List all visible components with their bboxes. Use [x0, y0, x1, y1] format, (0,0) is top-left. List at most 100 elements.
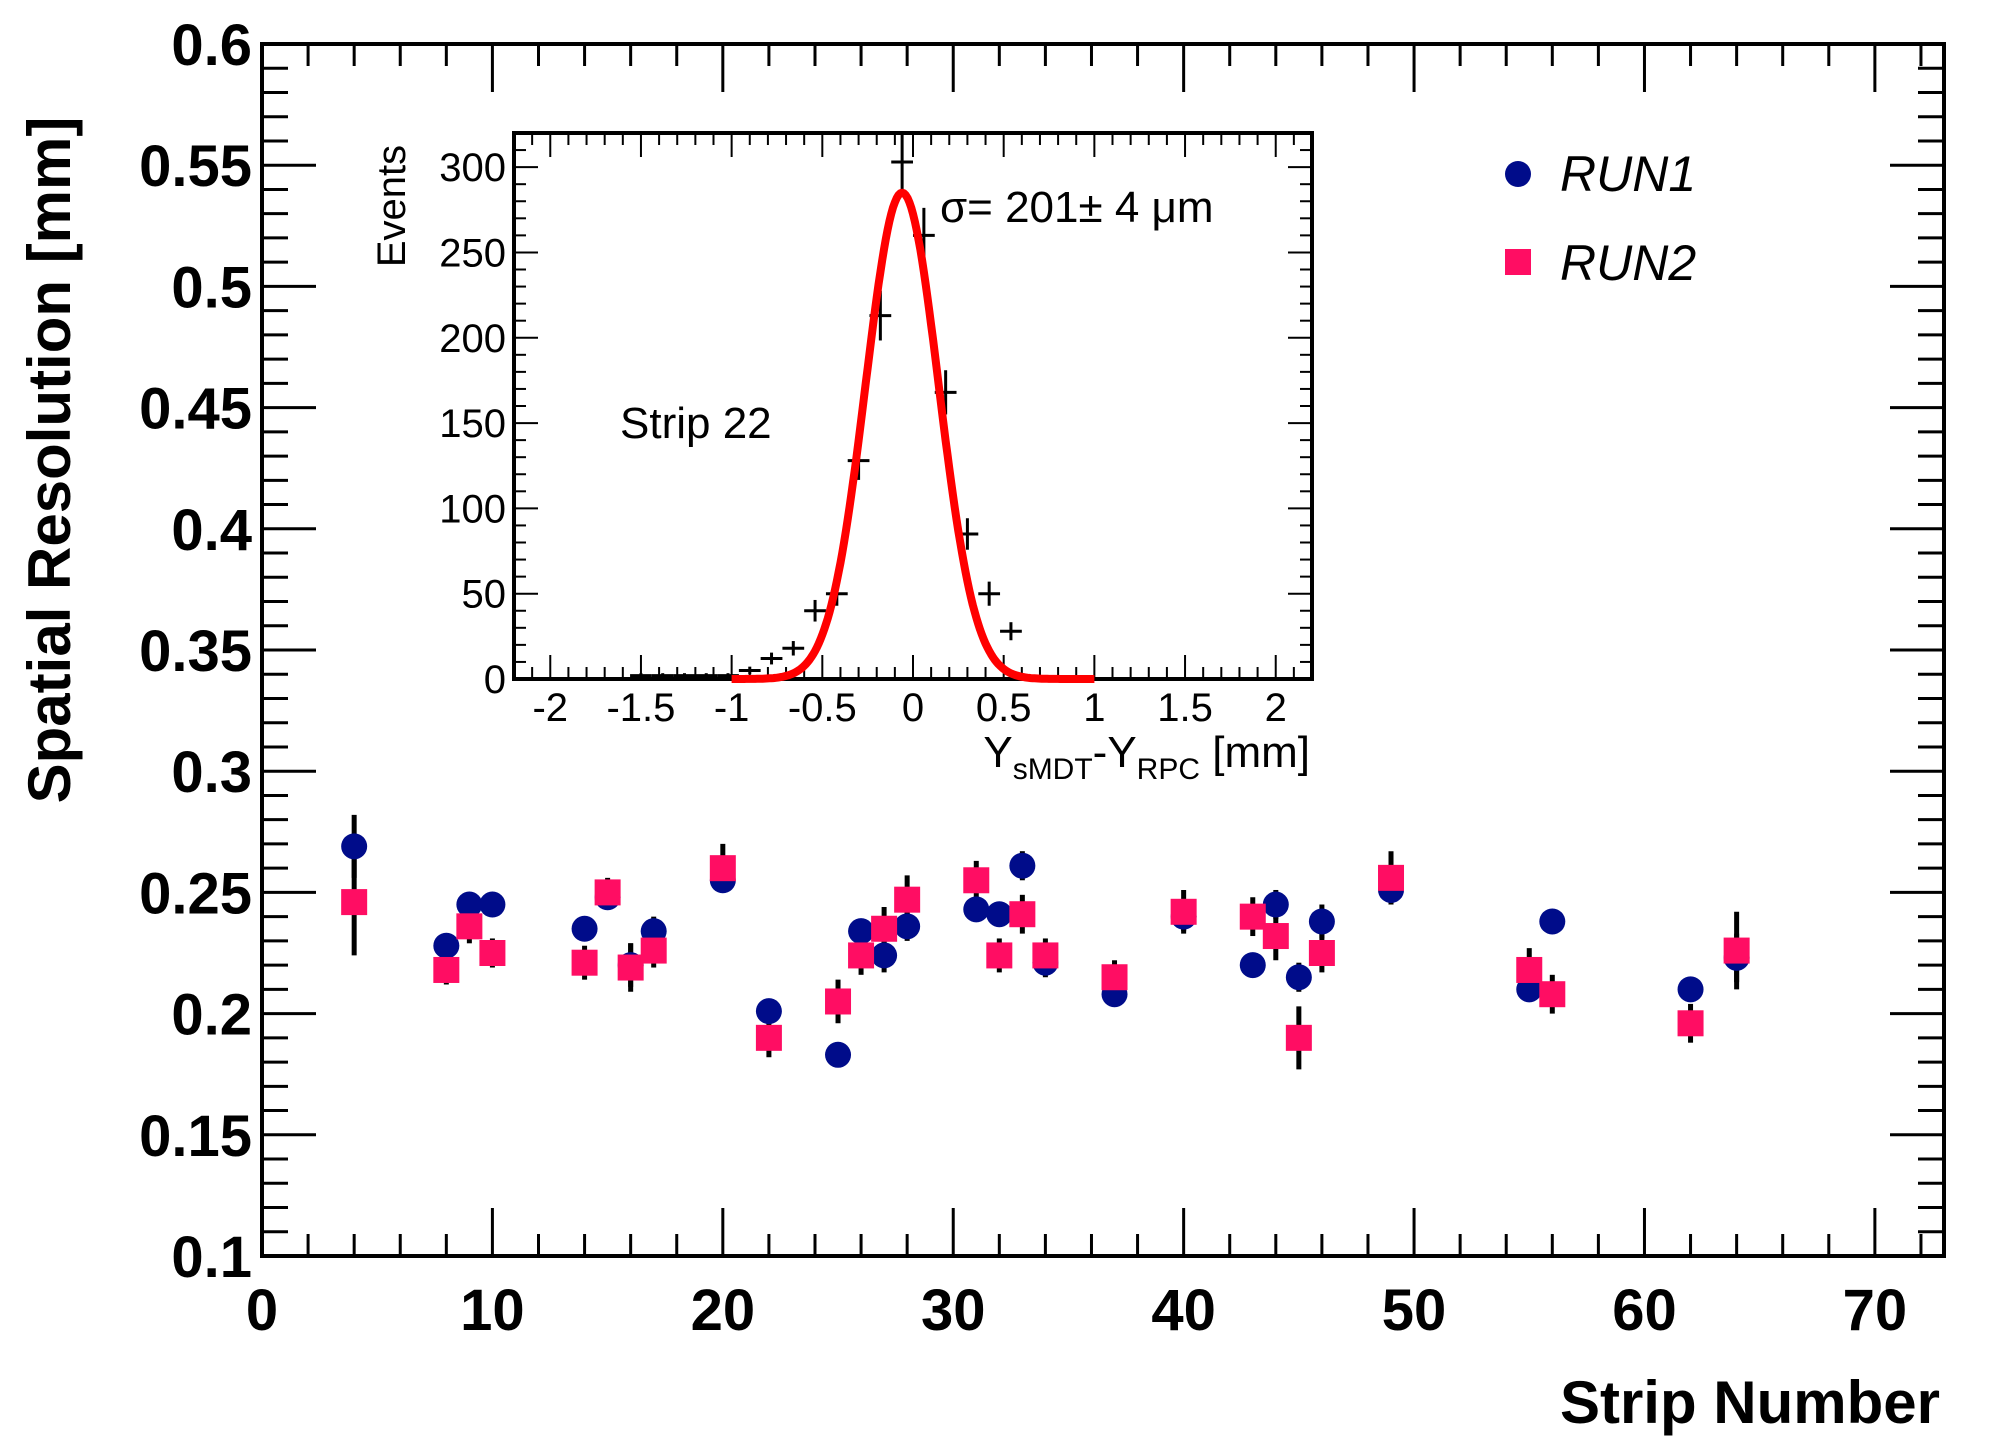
point-run2 [617, 954, 644, 981]
main-y-tick-label: 0.55 [139, 134, 252, 199]
inset-plot: -2 -1.5 -1 -0.5 0 0.5 1 1.5 2 0 50 100 150 200 250 300… [370, 131, 1314, 786]
inset-y-tick-label: 200 [439, 317, 506, 361]
inset-x-tick-label: -1.5 [606, 686, 675, 730]
point-run1 [456, 891, 483, 918]
inset-strip-annotation: Strip 22 [620, 399, 772, 448]
main-x-tick-label: 50 [1382, 1278, 1447, 1343]
point-run2 [456, 913, 483, 940]
point-run1 [1009, 852, 1036, 879]
point-run2 [1677, 1010, 1704, 1037]
main-x-tick-label: 30 [921, 1278, 986, 1343]
point-run2 [1009, 901, 1036, 928]
main-x-tick-label: 20 [691, 1278, 756, 1343]
main-y-tick-label: 0.1 [171, 1225, 252, 1290]
point-run1 [1677, 976, 1704, 1003]
point-run1 [755, 998, 782, 1025]
point-run2 [1170, 898, 1197, 925]
point-run1 [1285, 964, 1312, 991]
point-run2 [1262, 923, 1289, 950]
inset-y-tick-label: 300 [439, 146, 506, 190]
inset-y-ticks: 0 50 100 150 200 250 300 [439, 146, 1312, 702]
point-run1 [341, 833, 368, 860]
point-run2 [963, 867, 990, 894]
point-run2 [1539, 981, 1566, 1008]
inset-y-tick-label: 100 [439, 487, 506, 531]
main-y-tick-label: 0.5 [171, 255, 252, 320]
inset-x-tick-label: 0.5 [976, 686, 1032, 730]
point-run2 [871, 915, 898, 942]
legend-run2-label: RUN2 [1560, 235, 1696, 291]
point-run2 [755, 1024, 782, 1051]
point-run1 [1262, 891, 1289, 918]
point-run2 [825, 988, 852, 1015]
inset-x-tick-label: 2 [1265, 686, 1287, 730]
inset-x-axis-title: YsMDT-YRPC [mm] [983, 728, 1310, 786]
inset-y-tick-label: 150 [439, 402, 506, 446]
main-y-tick-label: 0.4 [171, 498, 252, 563]
point-run2 [1308, 940, 1335, 966]
main-y-tick-label: 0.35 [139, 619, 252, 684]
point-run2 [1239, 903, 1266, 930]
point-run1 [963, 896, 990, 923]
legend: RUN1 RUN2 [1505, 146, 1696, 291]
main-x-ticks: 0 10 20 30 40 50 60 70 [246, 44, 1923, 1343]
inset-x-tick-label: 0 [902, 686, 924, 730]
main-x-tick-label: 0 [246, 1278, 278, 1343]
point-run2 [1723, 937, 1750, 964]
inset-x-title-sub1: sMDT [1013, 753, 1093, 786]
legend-run1-marker [1505, 161, 1531, 187]
main-y-tick-label: 0.25 [139, 861, 252, 926]
point-run2 [341, 889, 368, 916]
main-y-axis-title: Spatial Resolution [mm] [16, 117, 83, 804]
legend-run1-label: RUN1 [1560, 146, 1696, 202]
point-run2 [1285, 1024, 1312, 1051]
inset-y-tick-label: 0 [484, 658, 506, 702]
point-run1 [848, 918, 875, 945]
inset-x-title-sub2: RPC [1137, 753, 1200, 786]
main-x-tick-label: 70 [1843, 1278, 1908, 1343]
main-y-ticks: 0.1 0.15 0.2 0.25 0.3 0.35 0.4 0.45 0.5 0.55 0.6 [139, 13, 1944, 1290]
point-run1 [571, 915, 598, 942]
inset-x-title-dash: -Y [1093, 728, 1137, 777]
legend-run2-marker [1505, 249, 1531, 275]
point-run1 [1539, 908, 1566, 935]
point-run2 [479, 940, 506, 966]
point-run1 [871, 942, 898, 969]
point-run1 [479, 891, 506, 918]
point-run1 [1308, 908, 1335, 935]
point-run2 [571, 949, 598, 976]
point-run2 [986, 942, 1013, 969]
inset-x-ticks: -2 -1.5 -1 -0.5 0 0.5 1 1.5 2 [513, 133, 1313, 730]
point-run1 [433, 932, 460, 959]
main-x-tick-label: 60 [1612, 1278, 1677, 1343]
inset-x-tick-label: -1 [714, 686, 750, 730]
point-run1 [825, 1041, 852, 1068]
main-y-tick-label: 0.2 [171, 983, 252, 1048]
point-run2 [1032, 942, 1059, 969]
point-run2 [594, 879, 621, 906]
point-run2 [1378, 864, 1405, 891]
main-x-tick-label: 10 [460, 1278, 525, 1343]
inset-fit-sigma-label: σ= 201± 4 μm [940, 183, 1214, 232]
point-run2 [848, 942, 875, 969]
main-x-tick-label: 40 [1151, 1278, 1216, 1343]
inset-y-axis-title: Events [370, 145, 414, 267]
point-run2 [1101, 964, 1128, 991]
main-data-points [341, 814, 1750, 1070]
point-run1 [1239, 952, 1266, 979]
point-run1 [986, 901, 1013, 928]
inset-gaussian-fit [729, 188, 1097, 683]
inset-x-tick-label: -0.5 [788, 686, 857, 730]
point-run1 [894, 913, 921, 940]
main-y-tick-label: 0.6 [171, 13, 252, 78]
main-y-tick-label: 0.45 [139, 377, 252, 442]
main-y-tick-label: 0.15 [139, 1104, 252, 1169]
main-x-axis-title: Strip Number [1560, 1369, 1940, 1436]
inset-x-title-unit: [mm] [1200, 728, 1310, 777]
inset-y-tick-label: 250 [439, 231, 506, 275]
point-run2 [433, 956, 460, 983]
point-run2 [709, 855, 736, 882]
main-y-tick-label: 0.3 [171, 740, 252, 805]
